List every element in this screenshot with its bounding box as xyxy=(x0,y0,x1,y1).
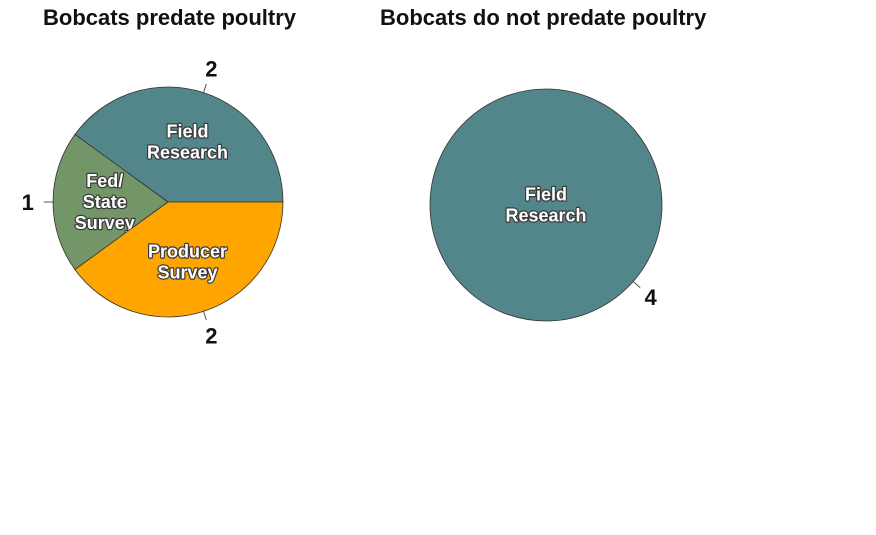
chart-title-no-poultry-predation: Bobcats do not predate poultry xyxy=(380,5,707,30)
pie-chart-predate: Field Research 2 Fed/State Survey 1 Producer Su… xyxy=(22,57,284,348)
leader-line-field-research xyxy=(632,280,641,288)
pie-chart-no-predate: Field Research 4 xyxy=(429,88,663,322)
slice-label-fed-state-survey: Fed/State Survey xyxy=(75,171,135,233)
leader-line-producer-survey xyxy=(202,310,207,321)
slice-label-producer-survey: Producer Survey xyxy=(148,242,227,283)
leader-line-field-research xyxy=(202,83,207,94)
pie-slice-field-research xyxy=(429,88,663,322)
chart-title-poultry-predation: Bobcats predate poultry xyxy=(43,5,297,30)
slice-count-producer-survey: 2 xyxy=(205,323,217,348)
slice-count-fed-state-survey: 1 xyxy=(22,190,34,215)
slice-label-field-research: Field Research xyxy=(505,185,586,226)
slice-count-field-research: 4 xyxy=(645,285,658,310)
slice-label-field-research: Field Research xyxy=(147,121,228,162)
slice-count-field-research: 2 xyxy=(205,57,217,82)
